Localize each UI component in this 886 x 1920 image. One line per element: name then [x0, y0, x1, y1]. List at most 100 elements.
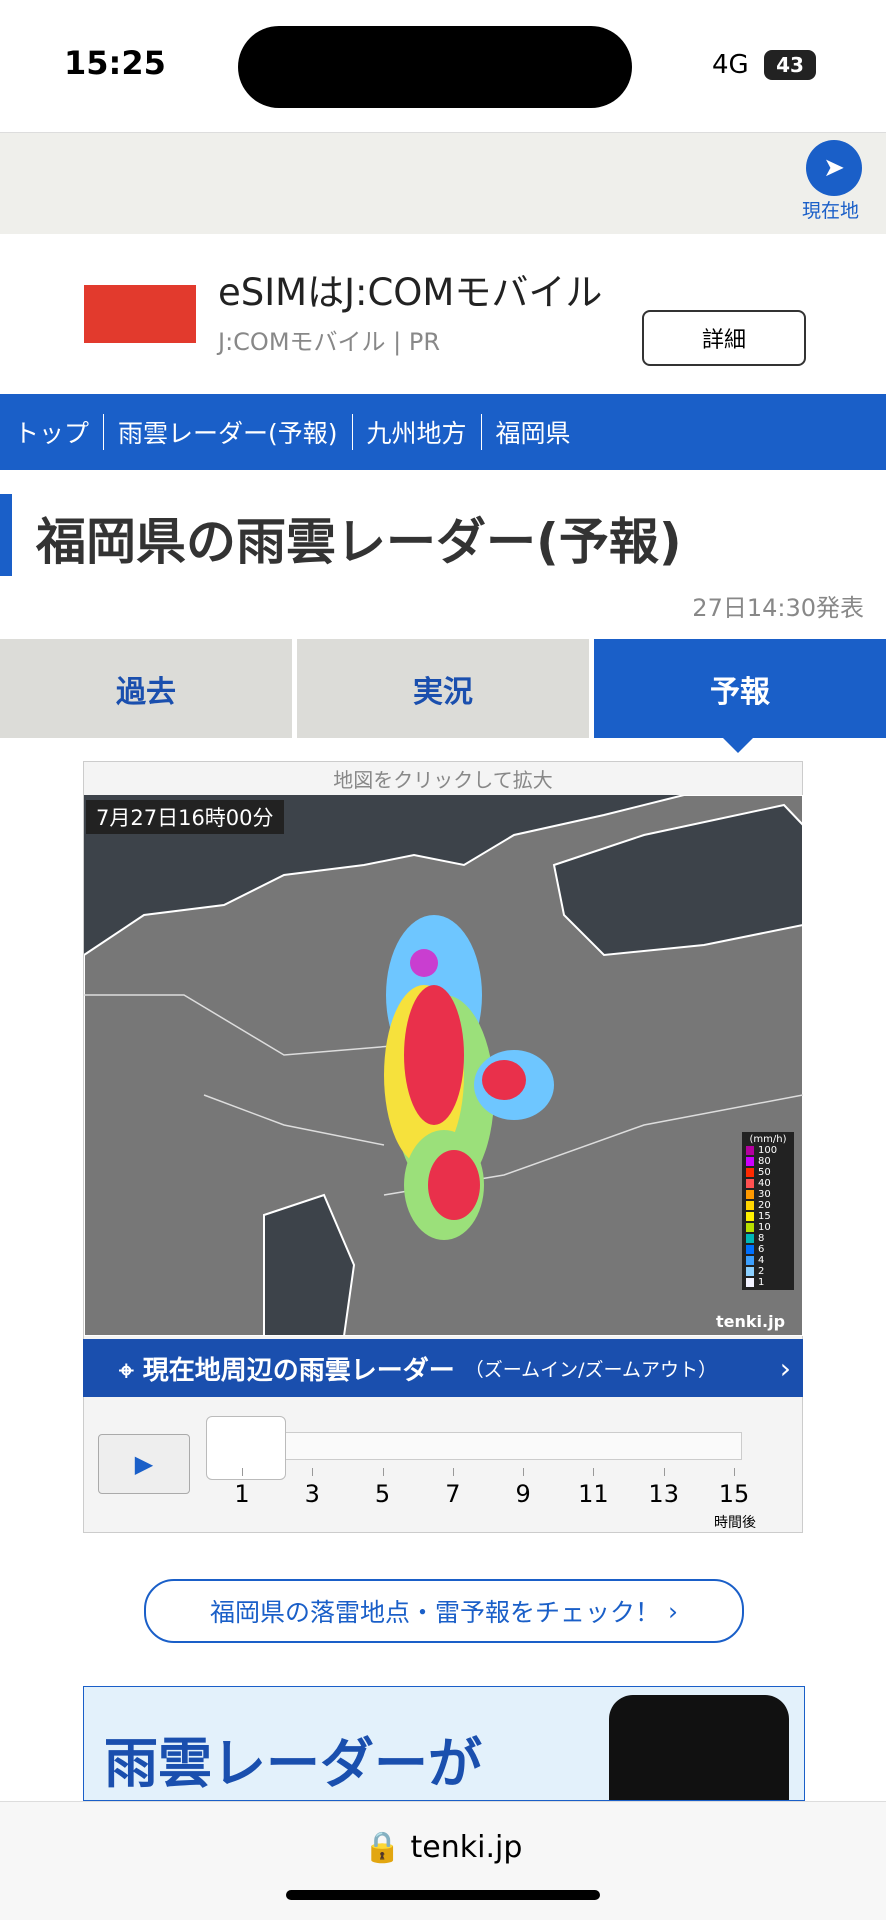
slider-thumb[interactable]	[206, 1416, 286, 1480]
home-indicator	[286, 1890, 600, 1900]
legend-row: 30	[742, 1189, 794, 1200]
legend-label: 4	[758, 1255, 765, 1266]
slider-tick-label: 15	[718, 1480, 750, 1508]
chevron: ›	[779, 1351, 791, 1385]
legend-swatch	[746, 1190, 754, 1199]
radar-map[interactable]	[84, 795, 803, 1336]
legend-swatch	[746, 1168, 754, 1177]
app-banner[interactable]: 雨雲レーダーが	[83, 1686, 805, 1801]
legend-swatch	[746, 1267, 754, 1276]
legend-row: 20	[742, 1200, 794, 1211]
map-credit: tenki.jp	[716, 1312, 786, 1331]
legend-label: 50	[758, 1167, 771, 1178]
breadcrumb: トップ 雨雲レーダー(予報) 九州地方 福岡県	[0, 394, 886, 470]
thunder-text: 福岡県の落雷地点・雷予報をチェック！	[210, 1598, 661, 1627]
dynamic-island	[238, 26, 632, 108]
legend-row: 1	[742, 1277, 794, 1288]
legend-swatch	[746, 1278, 754, 1287]
breadcrumb-item[interactable]: トップ	[14, 419, 90, 448]
tab-pointer	[722, 737, 754, 753]
legend-label: 8	[758, 1233, 765, 1244]
breadcrumb-item[interactable]: 雨雲レーダー(予報)	[103, 414, 352, 450]
network: 4G	[712, 50, 749, 80]
ad-button[interactable]: 詳細	[642, 310, 806, 366]
legend-label: 10	[758, 1222, 771, 1233]
title-accent	[0, 494, 12, 576]
slider-tick-label: 1	[234, 1480, 250, 1508]
legend-label: 2	[758, 1266, 765, 1277]
page-title: 福岡県の雨雲レーダー(予報)	[36, 513, 682, 571]
breadcrumb-item[interactable]: 九州地方	[351, 414, 481, 450]
legend-swatch	[746, 1223, 754, 1232]
ad-tag: PR	[408, 328, 441, 356]
legend-row: 6	[742, 1244, 794, 1255]
slider-unit: 時間後	[714, 1515, 756, 1531]
legend-row: 8	[742, 1233, 794, 1244]
banner-text: 雨雲レーダーが	[104, 1732, 482, 1795]
legend-row: 50	[742, 1167, 794, 1178]
ad-advertiser: J:COMモバイル | PR	[218, 328, 441, 356]
legend-row: 100	[742, 1145, 794, 1156]
url-bar[interactable]: 🔒 tenki.jp	[0, 1801, 886, 1920]
legend-row: 10	[742, 1222, 794, 1233]
legend-swatch	[746, 1179, 754, 1188]
toolbar	[0, 132, 886, 234]
slider-tick	[242, 1468, 243, 1476]
legend-swatch	[746, 1201, 754, 1210]
slider-tick	[663, 1468, 665, 1476]
legend-label: 100	[758, 1145, 778, 1156]
nearby-sub: （ズームイン/ズームアウト）	[464, 1358, 717, 1381]
legend-swatch	[746, 1212, 754, 1221]
slider-tick	[452, 1468, 454, 1476]
slider-tick-label: 7	[445, 1480, 461, 1508]
phone-image	[609, 1695, 789, 1800]
rain-legend: (mm/h) 100 80 50 40 30 20 15 10 8 6 4 2 1	[742, 1132, 794, 1290]
slider-tick-label: 3	[304, 1480, 320, 1508]
legend-swatch	[746, 1146, 754, 1155]
legend-label: 20	[758, 1200, 771, 1211]
slider-tick-label: 5	[374, 1480, 391, 1508]
legend-swatch	[746, 1256, 754, 1265]
slider-tick	[734, 1468, 735, 1476]
location-button[interactable]: 現在地	[802, 200, 860, 222]
slider-tick	[382, 1468, 384, 1476]
slider-tick	[312, 1468, 314, 1476]
legend-row: 2	[742, 1266, 794, 1277]
legend-label: 6	[758, 1244, 765, 1255]
legend-label: 1	[758, 1277, 765, 1288]
legend-row: 15	[742, 1211, 794, 1222]
slider-tick	[523, 1468, 525, 1476]
tab[interactable]: 実況	[297, 639, 589, 738]
slider-tick-label: 9	[515, 1480, 531, 1508]
legend-label: 30	[758, 1189, 771, 1200]
slider-tick-label: 11	[578, 1480, 609, 1508]
ad-image[interactable]	[84, 285, 196, 343]
map-caption: 地図をクリックして拡大	[333, 767, 553, 792]
time: 15:25	[64, 44, 166, 82]
map-timestamp: 7月27日16時00分	[86, 800, 284, 834]
legend-unit: (mm/h)	[749, 1134, 787, 1145]
legend-label: 40	[758, 1178, 771, 1189]
advertiser: J:COMモバイル	[218, 328, 386, 356]
tabs: 過去 実況 予報	[0, 639, 886, 738]
tab[interactable]: 過去	[0, 639, 292, 738]
location-icon[interactable]: ➤	[806, 140, 862, 196]
legend-label: 80	[758, 1156, 771, 1167]
nearby-text: 現在地周辺の雨雲レーダー	[142, 1355, 455, 1386]
legend-label: 15	[758, 1211, 771, 1222]
slider-tick	[593, 1468, 595, 1476]
issued: 27日14:30発表	[692, 594, 864, 622]
breadcrumb-item[interactable]: 福岡県	[480, 414, 585, 450]
legend-row: 4	[742, 1255, 794, 1266]
legend-row: 40	[742, 1178, 794, 1189]
slider-track	[208, 1432, 742, 1460]
slider-tick-label: 13	[648, 1480, 679, 1508]
nearby-label: ⌖ 現在地周辺の雨雲レーダー	[119, 1355, 455, 1386]
battery: 43	[764, 50, 816, 80]
play-button[interactable]: ▶	[98, 1434, 190, 1494]
ad-title[interactable]: eSIMはJ:COMモバイル	[218, 271, 603, 314]
nearby-link[interactable]: ⌖ 現在地周辺の雨雲レーダー （ズームイン/ズームアウト） ›	[83, 1339, 803, 1397]
thunder-link[interactable]: 福岡県の落雷地点・雷予報をチェック！ ›	[144, 1579, 744, 1643]
tab[interactable]: 予報	[594, 639, 886, 738]
